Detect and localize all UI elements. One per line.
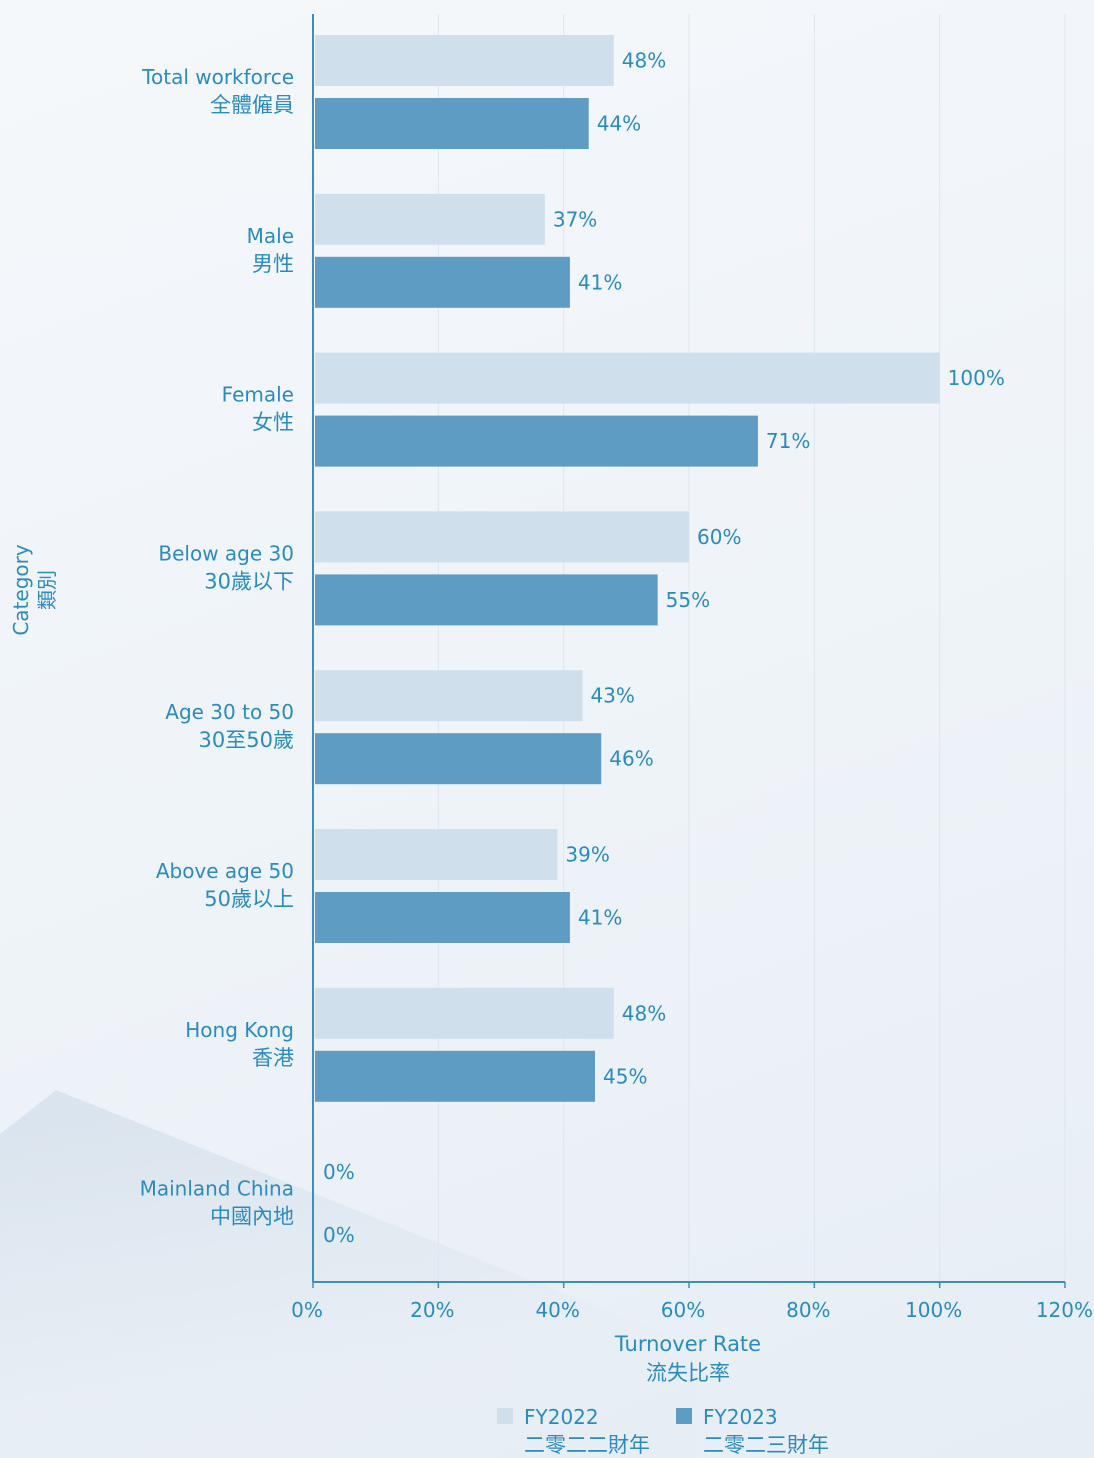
x-tick-label: 60% <box>661 1298 705 1322</box>
category-label-zh: 女性 <box>252 411 294 435</box>
legend-label-zh: 二零二二財年 <box>524 1433 650 1457</box>
data-label: 43% <box>590 684 634 708</box>
bar-fy2022 <box>315 829 558 880</box>
category-label-zh: 50歲以上 <box>204 887 294 911</box>
category-label: Male <box>247 224 294 248</box>
bar-fy2023 <box>315 892 570 943</box>
data-label: 48% <box>622 49 666 73</box>
legend-label: FY2022 <box>524 1405 599 1429</box>
bar-fy2022 <box>315 987 614 1039</box>
bar-fy2022 <box>315 193 545 245</box>
bar-fy2023 <box>315 1050 595 1102</box>
category-label: Total workforce <box>141 65 294 89</box>
x-tick-label: 120% <box>1036 1298 1093 1322</box>
x-tick-label: 0% <box>291 1298 323 1322</box>
category-label: Above age 50 <box>156 859 294 883</box>
x-tick-label: 80% <box>786 1298 830 1322</box>
bar-fy2022 <box>315 35 614 86</box>
data-label: 41% <box>578 270 622 294</box>
legend-label-zh: 二零二三財年 <box>703 1433 829 1457</box>
data-label: 39% <box>565 843 609 867</box>
category-label-zh: 中國內地 <box>210 1205 294 1229</box>
data-label: 44% <box>597 112 641 136</box>
data-label: 0% <box>323 1160 355 1184</box>
x-tick-label: 100% <box>905 1298 962 1322</box>
category-label: Mainland China <box>140 1177 294 1201</box>
bar-fy2022 <box>315 670 583 722</box>
y-axis-title: Category <box>9 544 33 636</box>
data-label: 0% <box>323 1223 355 1247</box>
category-label-zh: 30歲以下 <box>204 569 294 593</box>
legend-swatch-fy2022 <box>497 1408 513 1424</box>
data-label: 55% <box>666 588 710 612</box>
data-label: 100% <box>948 366 1005 390</box>
category-label: Below age 30 <box>158 541 294 565</box>
category-label-zh: 全體僱員 <box>210 93 294 117</box>
x-axis-title: Turnover Rate <box>614 1332 761 1356</box>
y-axis-title-zh: 類別 <box>35 570 59 610</box>
bar-fy2023 <box>315 574 658 626</box>
bar-fy2023 <box>315 98 589 149</box>
data-label: 71% <box>766 429 810 453</box>
data-label: 37% <box>553 207 597 231</box>
legend-label: FY2023 <box>703 1405 778 1429</box>
data-label: 45% <box>603 1064 647 1088</box>
category-label: Female <box>222 383 294 407</box>
x-tick-label: 40% <box>535 1298 579 1322</box>
bar-fy2023 <box>315 415 758 467</box>
category-label-zh: 男性 <box>252 252 294 276</box>
x-tick-label: 20% <box>410 1298 454 1322</box>
data-label: 41% <box>578 906 622 930</box>
bar-fy2022 <box>315 352 940 404</box>
bar-fy2023 <box>315 733 602 785</box>
category-label-zh: 香港 <box>252 1046 294 1070</box>
category-label-zh: 30至50歲 <box>199 728 294 752</box>
category-label: Hong Kong <box>185 1018 294 1042</box>
data-label: 46% <box>609 747 653 771</box>
category-label: Age 30 to 50 <box>165 700 294 724</box>
bar-fy2023 <box>315 256 570 308</box>
data-label: 48% <box>622 1001 666 1025</box>
bar-fy2022 <box>315 511 689 563</box>
x-axis-title-zh: 流失比率 <box>646 1361 730 1385</box>
data-label: 60% <box>697 525 741 549</box>
legend-swatch-fy2023 <box>676 1408 692 1424</box>
